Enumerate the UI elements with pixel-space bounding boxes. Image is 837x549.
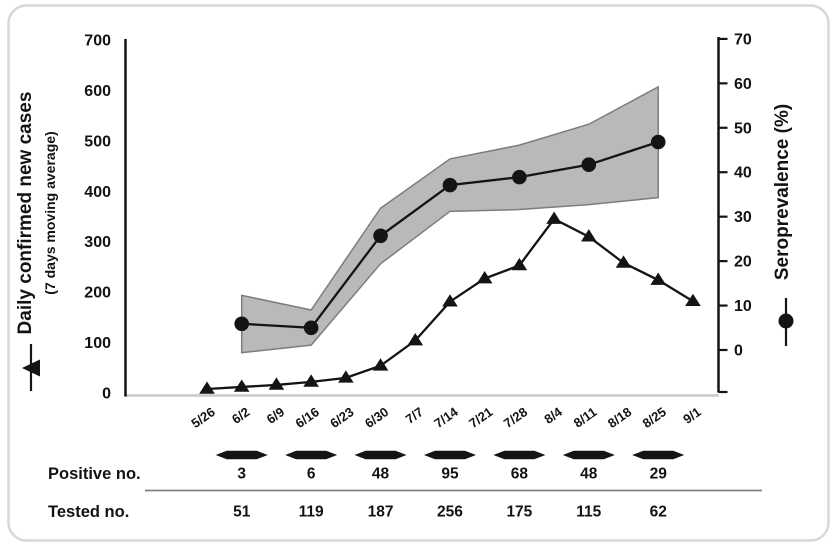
left-axis-tick-label: 600 <box>84 83 111 100</box>
cases-point-marker <box>511 257 528 271</box>
left-axis-tick-label: 700 <box>84 33 111 50</box>
cases-point-marker <box>233 379 250 392</box>
tested-row-label: Tested no. <box>48 503 129 521</box>
right-axis-tick-label: 60 <box>734 76 752 93</box>
sero-point-marker <box>303 320 319 336</box>
positive-value: 95 <box>441 466 459 483</box>
confidence-band <box>240 85 659 354</box>
left-axis-tick-label: 100 <box>84 335 111 352</box>
positive-value: 48 <box>372 466 390 483</box>
right-axis-title: Seroprevalence (%) <box>772 104 793 280</box>
tested-value: 119 <box>299 504 324 521</box>
left-axis-subtitle: (7 days moving average) <box>42 131 58 294</box>
right-axis-tick-label: 40 <box>734 165 752 182</box>
range-arrow <box>493 450 546 460</box>
sero-point-marker <box>650 134 666 150</box>
sero-point-marker <box>234 316 250 332</box>
positive-value: 6 <box>307 466 316 483</box>
cases-point-marker <box>442 294 458 307</box>
left-axis-tick-label: 500 <box>84 133 111 150</box>
sero-point-marker <box>581 157 597 172</box>
tested-value: 62 <box>650 504 667 521</box>
left-axis-tick-label: 300 <box>84 234 111 251</box>
sero-point-marker <box>442 177 458 193</box>
cases-point-marker <box>268 377 285 390</box>
figure-border <box>7 4 830 542</box>
triangle-marker-icon <box>22 359 40 377</box>
left-axis-tick-label: 0 <box>102 386 111 403</box>
cases-point-marker <box>303 374 319 387</box>
cases-point-marker <box>199 381 215 394</box>
cases-point-marker <box>546 211 562 224</box>
right-axis-tick-label: 50 <box>734 120 752 137</box>
sero-point-marker <box>373 228 388 244</box>
right-axis-tick-label: 70 <box>734 31 752 48</box>
tested-value: 187 <box>368 504 394 521</box>
tested-value: 175 <box>506 504 532 521</box>
right-axis-tick-label: 20 <box>734 254 752 271</box>
right-axis-tick-label: 10 <box>734 298 752 315</box>
tested-value: 256 <box>437 504 463 521</box>
cases-point-marker <box>476 271 493 284</box>
range-arrow <box>632 450 685 460</box>
right-axis-tick-label: 30 <box>734 209 752 226</box>
positive-row-label: Positive no. <box>48 465 141 483</box>
cases-point-marker <box>615 255 632 268</box>
left-axis-tick-label: 400 <box>84 184 111 201</box>
cases-point-marker <box>338 370 354 383</box>
range-arrow <box>285 450 338 460</box>
right-axis-tick-label: 0 <box>734 343 743 360</box>
range-arrow <box>354 450 407 460</box>
range-arrow <box>215 450 268 460</box>
left-axis-title: Daily confirmed new cases <box>15 92 36 335</box>
tested-value: 51 <box>233 504 251 521</box>
positive-value: 29 <box>650 466 668 483</box>
cases-point-marker <box>581 229 597 242</box>
cases-point-marker <box>407 333 424 346</box>
range-arrow <box>423 450 476 460</box>
positive-value: 48 <box>580 466 598 483</box>
cases-point-marker <box>372 358 389 371</box>
sero-point-marker <box>512 169 527 185</box>
cases-point-marker <box>685 293 701 307</box>
left-axis-tick-label: 200 <box>84 285 111 302</box>
range-arrow <box>562 450 615 460</box>
tested-value: 115 <box>576 504 601 521</box>
positive-value: 68 <box>511 466 529 483</box>
circle-marker-icon <box>778 313 794 329</box>
positive-value: 3 <box>237 466 246 483</box>
cases-point-marker <box>650 272 667 285</box>
